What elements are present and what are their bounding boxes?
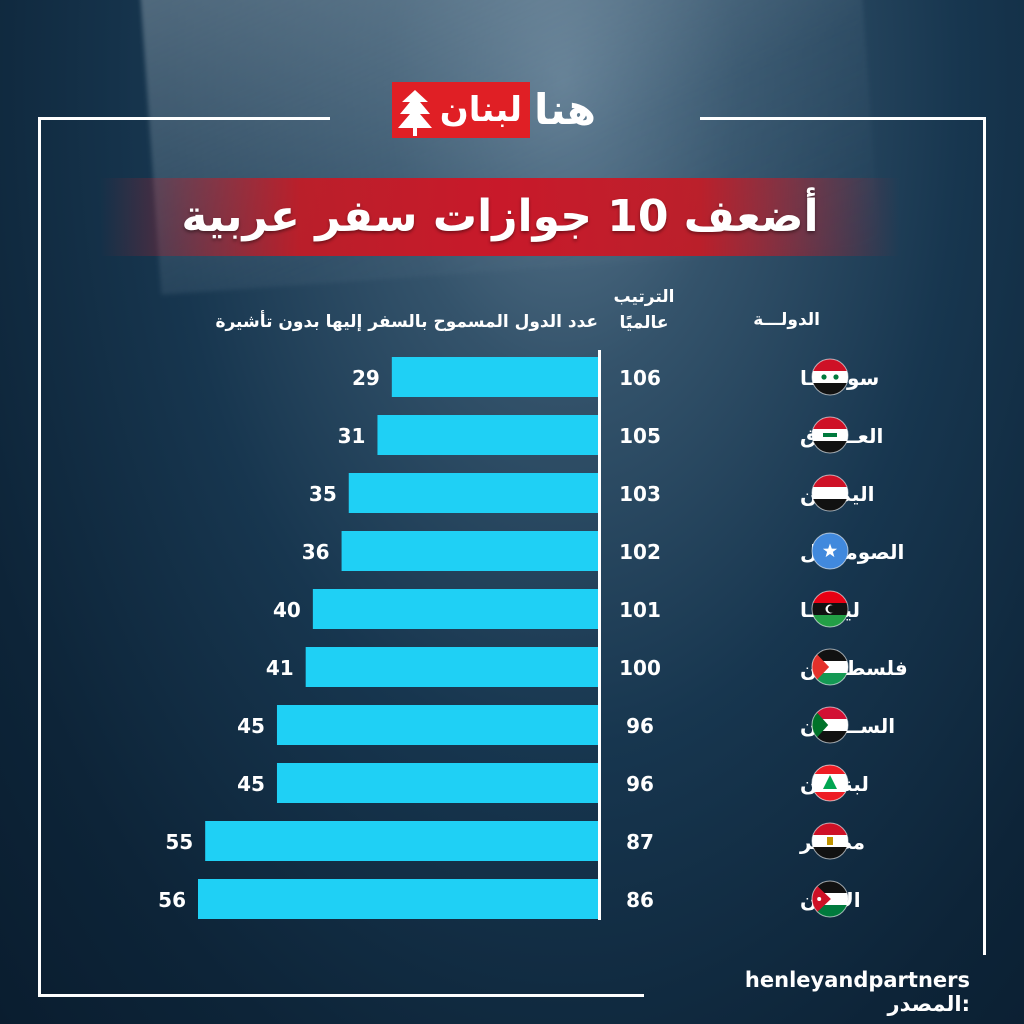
page-title: أضعف 10 جوازات سفر عربية xyxy=(181,191,819,242)
bar xyxy=(341,531,600,571)
rank-label: 106 xyxy=(619,366,661,390)
axis-line xyxy=(598,350,601,920)
rank-label: 86 xyxy=(626,888,654,912)
bar xyxy=(348,473,600,513)
data-label: 31 xyxy=(338,424,366,448)
column-header-rank-line2: عالميًا xyxy=(619,313,669,333)
title-band xyxy=(100,178,900,256)
logo-white-text: هنا xyxy=(534,85,597,134)
flag-ring xyxy=(811,880,849,918)
data-label: 45 xyxy=(237,772,265,796)
bar xyxy=(276,705,600,745)
somalia-flag-icon xyxy=(812,533,848,569)
data-label: 29 xyxy=(352,366,380,390)
frame-line xyxy=(38,994,644,997)
iraq-flag-icon xyxy=(812,417,848,453)
rank-label: 96 xyxy=(626,772,654,796)
yemen-flag-icon xyxy=(812,475,848,511)
rank-label: 87 xyxy=(626,830,654,854)
data-label: 41 xyxy=(266,656,294,680)
flag-ring xyxy=(811,764,849,802)
flag-ring xyxy=(811,590,849,628)
logo: لبنان هنا xyxy=(392,80,638,144)
data-label: 55 xyxy=(165,830,193,854)
source-credit: henleyandpartners المصدر: xyxy=(660,968,970,1016)
data-label: 35 xyxy=(309,482,337,506)
bar xyxy=(305,647,600,687)
palestine-flag-icon xyxy=(812,649,848,685)
cedar-icon xyxy=(398,90,432,136)
flag-ring xyxy=(811,416,849,454)
column-header-rank: الترتيب عالميًا xyxy=(608,284,680,336)
sudan-flag-icon xyxy=(812,707,848,743)
jordan-flag-icon xyxy=(812,881,848,917)
frame-line xyxy=(700,117,986,120)
column-header-visa-free: عدد الدول المسموح بالسفر إليها بدون تأشي… xyxy=(215,312,598,332)
column-header-rank-line1: الترتيب xyxy=(613,287,675,307)
logo-red-block: لبنان xyxy=(392,82,530,138)
source-label: المصدر: xyxy=(887,992,970,1016)
egypt-flag-icon xyxy=(812,823,848,859)
flag-ring xyxy=(811,648,849,686)
flag-ring xyxy=(811,532,849,570)
bar xyxy=(276,763,600,803)
bar xyxy=(377,415,600,455)
frame-line xyxy=(983,117,986,955)
lebanon-flag-icon xyxy=(812,765,848,801)
bar xyxy=(205,821,600,861)
rank-label: 105 xyxy=(619,424,661,448)
data-label: 45 xyxy=(237,714,265,738)
data-label: 40 xyxy=(273,598,301,622)
data-label: 56 xyxy=(158,888,186,912)
bar xyxy=(198,879,600,919)
flag-ring xyxy=(811,358,849,396)
syria-flag-icon xyxy=(812,359,848,395)
flag-ring xyxy=(811,822,849,860)
flag-ring xyxy=(811,474,849,512)
rank-label: 101 xyxy=(619,598,661,622)
bar xyxy=(391,357,600,397)
data-label: 36 xyxy=(302,540,330,564)
frame-line xyxy=(38,117,330,120)
column-header-country: الدولـــة xyxy=(753,310,820,330)
rank-label: 103 xyxy=(619,482,661,506)
logo-red-text: لبنان xyxy=(439,90,522,130)
source-value: henleyandpartners xyxy=(744,968,970,992)
rank-label: 100 xyxy=(619,656,661,680)
flag-ring xyxy=(811,706,849,744)
rank-label: 102 xyxy=(619,540,661,564)
bar xyxy=(312,589,600,629)
libya-flag-icon xyxy=(812,591,848,627)
rank-label: 96 xyxy=(626,714,654,738)
frame-line xyxy=(38,117,41,997)
